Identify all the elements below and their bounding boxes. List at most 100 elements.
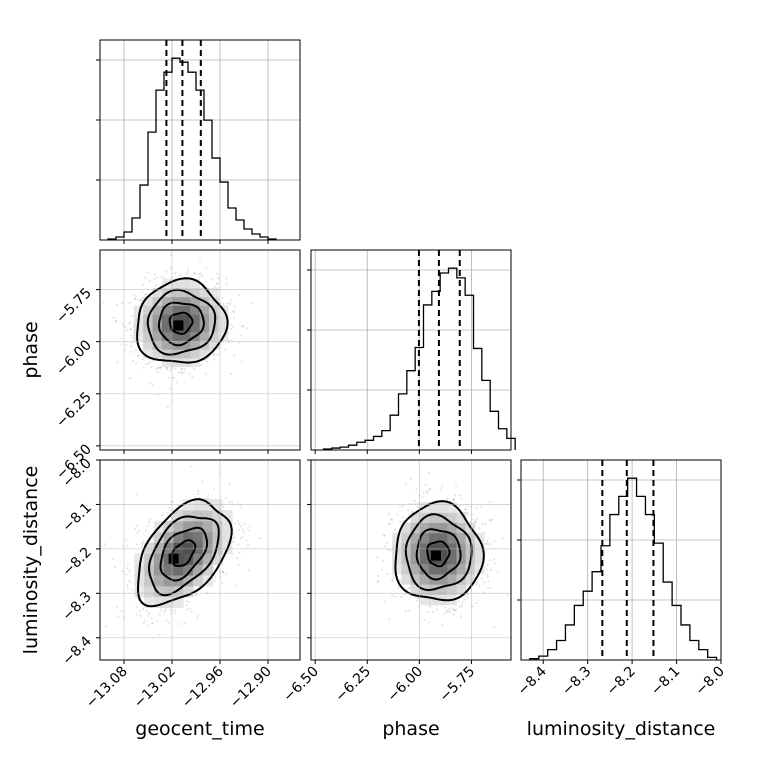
- scatter-point: [390, 519, 393, 522]
- scatter-point: [212, 567, 215, 570]
- panel-content: [375, 471, 509, 629]
- density-cell: [474, 543, 485, 554]
- scatter-point: [474, 520, 477, 523]
- density-cell: [180, 331, 191, 341]
- density-cell: [180, 296, 191, 306]
- scatter-point: [212, 352, 215, 355]
- density-cell: [456, 563, 467, 575]
- density-cell: [192, 553, 204, 565]
- density-cell: [183, 520, 194, 533]
- scatter-point: [161, 513, 164, 516]
- scatter-point: [239, 537, 242, 540]
- contour-level-1: [415, 528, 462, 581]
- scatter-point: [134, 295, 137, 298]
- density-cell: [190, 340, 201, 350]
- density-cell: [183, 574, 194, 587]
- density-cell: [428, 502, 439, 513]
- density-cell: [192, 542, 204, 554]
- density-cell: [171, 357, 182, 368]
- scatter-point: [140, 299, 143, 302]
- scatter-point: [465, 594, 468, 597]
- scatter-point: [186, 267, 189, 270]
- scatter-point: [184, 621, 187, 624]
- scatter-point: [125, 573, 128, 576]
- scatter-point: [126, 586, 129, 589]
- scatter-point: [175, 381, 178, 384]
- scatter-point: [142, 622, 145, 625]
- scatter-point: [394, 528, 397, 531]
- scatter-point: [222, 505, 225, 508]
- density-cell: [209, 314, 219, 324]
- density-cell: [419, 532, 430, 544]
- scatter-point: [166, 406, 169, 409]
- scatter-point: [200, 364, 203, 367]
- density-cell: [438, 502, 448, 513]
- scatter-point: [452, 608, 455, 611]
- scatter-point: [232, 311, 235, 314]
- scatter-point: [233, 354, 236, 357]
- scatter-point: [103, 543, 106, 546]
- scatter-point: [147, 624, 150, 627]
- scatter-point: [455, 484, 458, 487]
- scatter-point: [201, 275, 204, 278]
- contour-level-3: [136, 277, 229, 364]
- scatter-point: [96, 323, 98, 325]
- density-cell: [173, 520, 184, 533]
- scatter-point: [388, 617, 391, 620]
- scatter-point: [190, 610, 193, 613]
- ytick-label: −6.25: [53, 389, 95, 431]
- ytick-label: −8.2: [59, 544, 94, 579]
- density-cell: [173, 542, 184, 554]
- scatter-point: [186, 608, 189, 611]
- scatter-point: [221, 571, 224, 574]
- scatter-point: [486, 573, 489, 576]
- scatter-point: [145, 610, 148, 613]
- scatter-point: [459, 494, 462, 497]
- scatter-point: [168, 506, 171, 509]
- contour-level-3: [136, 498, 233, 608]
- density-cell: [392, 532, 402, 544]
- scatter-point: [387, 549, 390, 552]
- ytick-label: −5.75: [53, 285, 95, 327]
- scatter-point: [384, 600, 387, 603]
- scatter-point: [115, 605, 118, 608]
- scatter-point: [240, 334, 243, 337]
- density-cell: [152, 305, 163, 315]
- scatter-point: [248, 525, 251, 528]
- density-cell: [143, 305, 154, 315]
- density-cell: [144, 585, 155, 598]
- scatter-point: [381, 568, 384, 571]
- scatter-point: [150, 616, 153, 619]
- density-cell: [183, 499, 194, 511]
- density-cell: [202, 553, 213, 565]
- contour-level-1: [159, 526, 209, 582]
- contour-level-2: [147, 515, 220, 597]
- scatter-point: [149, 518, 152, 521]
- density-cell: [143, 340, 154, 350]
- scatter-point: [485, 543, 488, 546]
- scatter-point: [152, 538, 155, 541]
- scatter-point: [204, 280, 207, 283]
- scatter-point: [258, 537, 261, 540]
- density-cell: [190, 279, 201, 289]
- scatter-point: [137, 354, 140, 357]
- scatter-point: [135, 543, 138, 546]
- scatter-point: [391, 579, 394, 582]
- scatter-point: [199, 272, 202, 275]
- scatter-point: [446, 498, 449, 501]
- scatter-point: [398, 505, 401, 508]
- density-cell: [183, 564, 194, 576]
- scatter-point: [173, 611, 176, 614]
- density-cell: [180, 314, 191, 324]
- scatter-point: [159, 366, 162, 369]
- scatter-point: [164, 277, 167, 280]
- scatter-point: [140, 545, 143, 548]
- y-axis-label-luminosity_distance: luminosity_distance: [20, 466, 42, 655]
- scatter-point: [421, 495, 424, 498]
- scatter-point: [454, 608, 457, 611]
- scatter-point: [116, 361, 119, 364]
- scatter-point: [179, 371, 182, 374]
- scatter-point: [125, 343, 128, 346]
- scatter-point: [126, 567, 129, 570]
- scatter-point: [145, 529, 148, 532]
